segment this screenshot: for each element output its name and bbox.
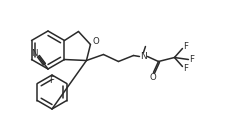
Text: F: F [183,42,188,51]
Text: N: N [31,49,38,58]
Text: O: O [149,73,156,82]
Text: N: N [140,52,147,61]
Text: F: F [183,64,188,73]
Text: F: F [49,76,54,85]
Text: O: O [92,37,99,46]
Text: F: F [189,55,194,64]
